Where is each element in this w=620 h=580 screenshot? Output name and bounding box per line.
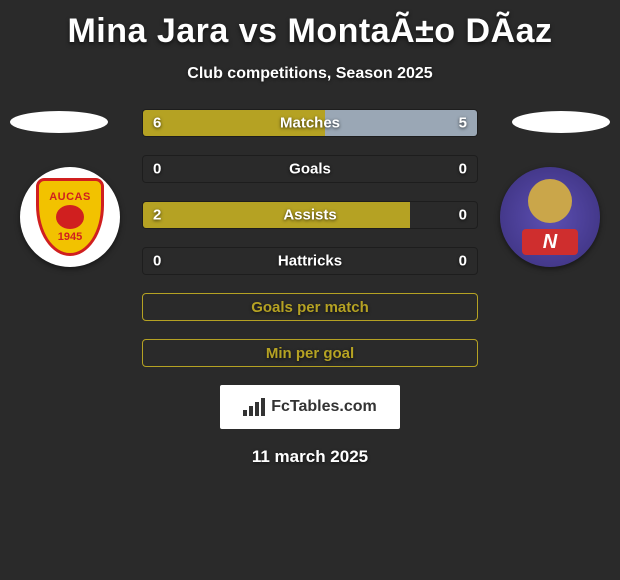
stat-value-right: 0 [459,161,467,178]
stat-value-left: 2 [153,207,161,224]
player-photo-left [10,111,108,133]
shield-icon: AUCAS 1945 [36,178,104,256]
stat-value-left: 0 [153,161,161,178]
team-badge-right: N [500,167,600,267]
stat-row: 0 0 Hattricks [142,247,478,275]
watermark-text: FcTables.com [271,398,377,416]
player-photo-right [512,111,610,133]
stat-value-left: 0 [153,253,161,270]
bar-fill-right [325,110,477,136]
stat-label: Goals [289,161,331,178]
stat-row: 2 0 Assists [142,201,478,229]
empty-stat-row: Min per goal [142,339,478,367]
ball-icon [528,179,572,223]
empty-stat-row: Goals per match [142,293,478,321]
badge-left-name: AUCAS [49,191,91,203]
stat-label: Assists [283,207,336,224]
chart-icon [243,398,265,416]
stat-value-left: 6 [153,115,161,132]
page-title: Mina Jara vs MontaÃ±o DÃaz [0,0,620,51]
bar-fill-left [143,202,410,228]
stripe-icon: N [522,229,578,255]
stat-label: Hattricks [278,253,342,270]
stat-row: 6 5 Matches [142,109,478,137]
team-badge-left: AUCAS 1945 [20,167,120,267]
stat-value-right: 0 [459,207,467,224]
badge-face-icon [56,205,84,229]
stat-label: Matches [280,115,340,132]
stat-value-right: 5 [459,115,467,132]
stat-row: 0 0 Goals [142,155,478,183]
stats-bars: 6 5 Matches 0 0 Goals 2 0 Assists 0 0 Hattricks Goal… [142,109,478,367]
comparison-area: AUCAS 1945 N 65Matches00Goals20Assists00… [0,109,620,467]
watermark: FcTables.com [220,385,400,429]
page-subtitle: Club competitions, Season 2025 [0,65,620,83]
stat-value-right: 0 [459,253,467,270]
generation-date: 11 march 2025 [0,447,620,467]
badge-left-year: 1945 [58,231,82,243]
badge-right-letter: N [543,231,557,254]
